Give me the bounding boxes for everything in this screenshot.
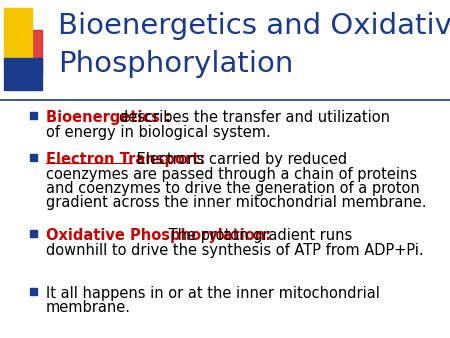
Bar [14, 30, 42, 75]
Text: Phosphorylation: Phosphorylation [58, 50, 293, 78]
Text: gradient across the inner mitochondrial membrane.: gradient across the inner mitochondrial … [46, 195, 427, 211]
Text: downhill to drive the synthesis of ATP from ADP+Pi.: downhill to drive the synthesis of ATP f… [46, 242, 423, 258]
Text: coenzymes are passed through a chain of proteins: coenzymes are passed through a chain of … [46, 167, 417, 182]
Bar [30, 230, 37, 237]
Text: It all happens in or at the inner mitochondrial: It all happens in or at the inner mitoch… [46, 286, 380, 301]
Bar [30, 112, 37, 119]
Text: Electrons carried by reduced: Electrons carried by reduced [132, 152, 347, 167]
Text: of energy in biological system.: of energy in biological system. [46, 124, 271, 140]
Text: Electron Transport:: Electron Transport: [46, 152, 205, 167]
Bar [4, 58, 42, 90]
Bar [30, 154, 37, 161]
Text: membrane.: membrane. [46, 300, 131, 315]
Text: and coenzymes to drive the generation of a proton: and coenzymes to drive the generation of… [46, 181, 420, 196]
Text: describes the transfer and utilization: describes the transfer and utilization [119, 110, 390, 125]
Bar [30, 288, 37, 295]
Text: Bioenergetics :: Bioenergetics : [46, 110, 176, 125]
Bar [4, 8, 32, 63]
Text: Oxidative Phosphorylation:: Oxidative Phosphorylation: [46, 228, 271, 243]
Bar [14, 70, 32, 88]
Text: Bioenergetics and Oxidative: Bioenergetics and Oxidative [58, 12, 450, 40]
Text: The proton gradient runs: The proton gradient runs [164, 228, 352, 243]
